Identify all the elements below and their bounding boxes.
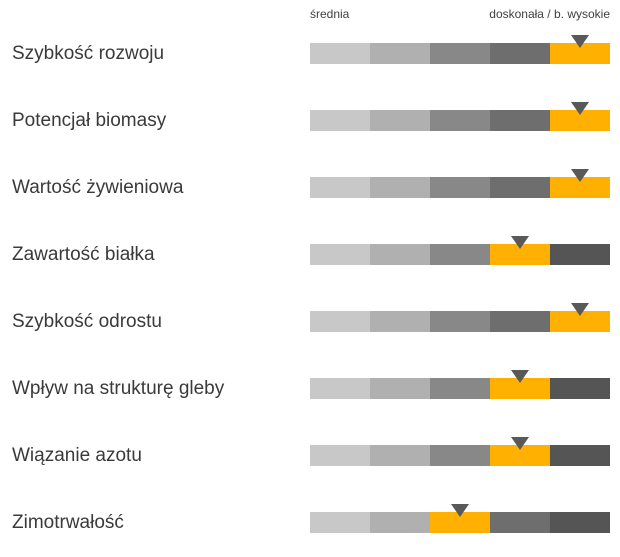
trait-label: Szybkość rozwoju [12, 43, 165, 64]
trait-row: Wpływ na strukturę gleby [0, 370, 620, 416]
rating-segment [310, 43, 370, 64]
rating-segment [370, 512, 430, 533]
rating-segment [310, 445, 370, 466]
level-marker-icon [571, 35, 589, 48]
trait-row: Szybkość rozwoju [0, 35, 620, 81]
trait-row: Szybkość odrostu [0, 303, 620, 349]
rating-segment [370, 110, 430, 131]
level-marker-icon [571, 169, 589, 182]
rating-segment [370, 311, 430, 332]
trait-label: Zawartość białka [12, 244, 155, 265]
rating-bar [310, 370, 610, 399]
rating-segment [310, 244, 370, 265]
level-marker-icon [571, 102, 589, 115]
trait-row: Potencjał biomasy [0, 102, 620, 148]
scale-low-label: średnia [310, 7, 350, 21]
rating-bar [310, 236, 610, 265]
rating-segment [370, 244, 430, 265]
rating-segment [430, 110, 490, 131]
rating-bar [310, 504, 610, 533]
trait-row: Zawartość białka [0, 236, 620, 282]
rating-segment [490, 110, 550, 131]
level-marker-icon [511, 236, 529, 249]
scale-high-label: doskonała / b. wysokie [489, 7, 610, 21]
trait-label: Zimotrwałość [12, 512, 124, 533]
level-marker-icon [511, 370, 529, 383]
rating-segment [310, 177, 370, 198]
rating-segment [490, 177, 550, 198]
rating-segment [310, 110, 370, 131]
rating-segment [430, 504, 490, 533]
rating-segment [550, 102, 610, 131]
rating-segment [310, 311, 370, 332]
rating-segment [430, 43, 490, 64]
rating-segment [550, 378, 610, 399]
rating-segment [310, 512, 370, 533]
trait-label: Wiązanie azotu [12, 445, 142, 466]
rating-bar [310, 437, 610, 466]
rating-segment [490, 236, 550, 265]
rating-bar [310, 35, 610, 64]
rating-segment [430, 244, 490, 265]
rating-bar [310, 303, 610, 332]
rating-segment [310, 378, 370, 399]
rating-segment [430, 445, 490, 466]
rating-segment [370, 43, 430, 64]
rating-segment [550, 35, 610, 64]
trait-row: Wiązanie azotu [0, 437, 620, 483]
rating-segment [550, 445, 610, 466]
level-marker-icon [571, 303, 589, 316]
trait-label: Wartość żywieniowa [12, 177, 184, 198]
trait-row: Wartość żywieniowa [0, 169, 620, 215]
rating-segment [370, 445, 430, 466]
trait-row: Zimotrwałość [0, 504, 620, 550]
trait-label: Potencjał biomasy [12, 110, 167, 131]
trait-label: Wpływ na strukturę gleby [12, 378, 225, 399]
rating-segment [490, 370, 550, 399]
level-marker-icon [451, 504, 469, 517]
trait-label: Szybkość odrostu [12, 311, 162, 332]
level-marker-icon [511, 437, 529, 450]
rating-segment [550, 169, 610, 198]
rating-bar [310, 169, 610, 198]
rating-segment [550, 244, 610, 265]
rating-segment [490, 311, 550, 332]
rating-segment [490, 43, 550, 64]
rating-segment [550, 512, 610, 533]
rating-bar [310, 102, 610, 131]
rating-segment [370, 177, 430, 198]
rating-segment [430, 311, 490, 332]
rating-segment [430, 177, 490, 198]
rating-segment [490, 437, 550, 466]
rating-segment [430, 378, 490, 399]
rating-segment [550, 303, 610, 332]
rating-segment [370, 378, 430, 399]
rating-segment [490, 512, 550, 533]
